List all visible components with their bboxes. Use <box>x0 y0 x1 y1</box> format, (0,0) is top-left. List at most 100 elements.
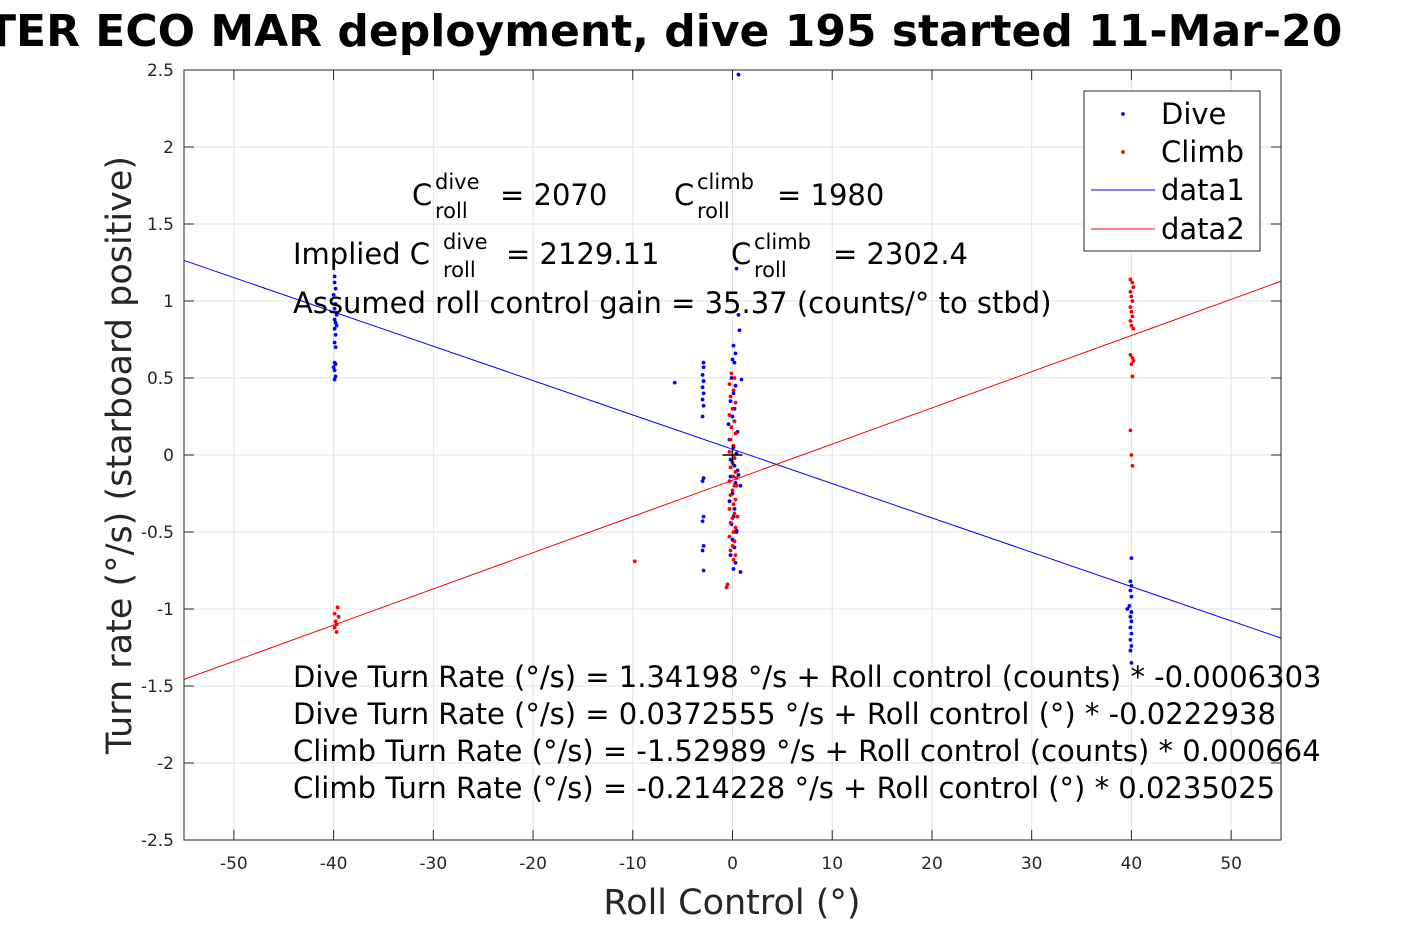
implied-dive-value: = 2129.11 <box>506 237 659 271</box>
dive-point <box>1127 604 1132 608</box>
dive-point <box>737 328 742 333</box>
climb-point <box>733 431 738 436</box>
dive-point <box>700 548 705 553</box>
dive-point <box>700 373 705 377</box>
climb-point <box>728 548 733 553</box>
dive-point <box>734 528 739 533</box>
y-tick-label: -2 <box>157 754 174 774</box>
y-tick-label: 0.5 <box>147 369 174 389</box>
climb-point <box>730 488 735 493</box>
climb-point <box>1129 309 1134 314</box>
dive-point <box>1129 631 1134 636</box>
dive-point <box>331 292 336 297</box>
legend-entry-data2: data2 <box>1091 212 1245 246</box>
y-tick-label: 2.5 <box>147 61 174 81</box>
climb-point <box>729 371 734 376</box>
gain-annotation: Assumed roll control gain = 35.37 (count… <box>293 286 1052 320</box>
climb-point <box>733 525 738 530</box>
climb-point <box>333 619 338 624</box>
climb-point <box>731 557 736 562</box>
dive-point <box>333 286 338 291</box>
equation-3: Climb Turn Rate (°/s) = -1.52989 °/s + R… <box>293 734 1321 768</box>
implied-prefix: Implied C <box>293 237 430 271</box>
dive-point <box>731 567 736 571</box>
dive-point <box>727 499 732 504</box>
dive-point <box>733 351 738 356</box>
climb-point <box>733 400 738 405</box>
dive-point <box>736 72 741 77</box>
implied-dive-sup: dive <box>443 230 488 254</box>
climb-point <box>731 474 736 479</box>
dive-point <box>334 323 339 328</box>
dive-point <box>730 414 735 419</box>
x-tick-label: -10 <box>619 854 647 874</box>
climb-point <box>730 516 735 521</box>
y-axis-label: Turn rate (°/s) (starboard positive) <box>100 156 140 755</box>
x-tick-label: -40 <box>320 854 348 874</box>
y-tick-label: 2 <box>163 138 174 158</box>
climb-point <box>724 585 729 590</box>
climb-point <box>1130 374 1135 379</box>
climb-point <box>735 514 740 519</box>
dive-point <box>701 391 706 396</box>
climb-point <box>732 419 737 424</box>
climb-point <box>730 543 735 548</box>
climb-point <box>336 614 341 619</box>
dive-point <box>1125 607 1130 611</box>
dive-point <box>728 399 733 403</box>
dive-point <box>1129 661 1134 665</box>
dive-point <box>700 397 705 402</box>
climb-point <box>1130 463 1135 468</box>
climb-point <box>734 483 739 488</box>
implied-climb-value: = 2302.4 <box>833 237 968 271</box>
dive-point <box>729 376 734 380</box>
y-tick-label: -1 <box>157 600 174 620</box>
dive-point <box>730 357 735 362</box>
dive-point <box>334 312 339 317</box>
dive-point <box>333 362 338 367</box>
legend-entry-data1: data1 <box>1091 173 1245 207</box>
y-tick-label: 1 <box>163 292 174 312</box>
climb-point <box>1128 353 1133 357</box>
data-points <box>331 72 1136 665</box>
x-tick-label: 50 <box>1220 854 1242 874</box>
climb-point <box>728 437 733 442</box>
dive-point <box>728 474 733 479</box>
axis-ticks <box>184 69 1281 841</box>
dive-point <box>701 568 706 573</box>
dive-point <box>733 560 738 565</box>
climb-point <box>334 622 339 627</box>
dive-point <box>733 383 738 388</box>
climb-point <box>731 530 736 534</box>
climb-point <box>731 502 736 507</box>
legend-label: Climb <box>1161 135 1244 169</box>
x-axis-label: Roll Control (°) <box>603 883 860 923</box>
dive-point <box>1128 625 1133 630</box>
legend-entry-Dive: Dive <box>1121 97 1226 131</box>
c-climb-sub: roll <box>697 199 730 223</box>
climb-point <box>727 507 732 511</box>
climb-point <box>1130 299 1135 303</box>
climb-point <box>733 553 738 557</box>
climb-point <box>1129 294 1134 299</box>
c-climb-sup: climb <box>697 170 754 194</box>
dive-point <box>700 385 705 390</box>
dive-point <box>736 473 741 477</box>
dive-point <box>333 374 338 379</box>
climb-point <box>1130 314 1135 319</box>
climb-point <box>732 539 737 544</box>
x-tick-label: -50 <box>220 854 248 874</box>
x-tick-label: -20 <box>519 854 547 874</box>
dive-point <box>332 280 337 285</box>
dive-point <box>701 365 706 370</box>
dive-point <box>1129 594 1134 599</box>
x-tick-label: -30 <box>419 854 447 874</box>
dive-point <box>1128 614 1133 619</box>
dive-point <box>332 326 337 331</box>
dive-point <box>733 480 738 485</box>
dive-point <box>332 274 337 279</box>
dive-point <box>728 553 733 557</box>
dive-point <box>731 343 736 348</box>
climb-point <box>727 450 732 454</box>
climb-point <box>1130 280 1135 285</box>
